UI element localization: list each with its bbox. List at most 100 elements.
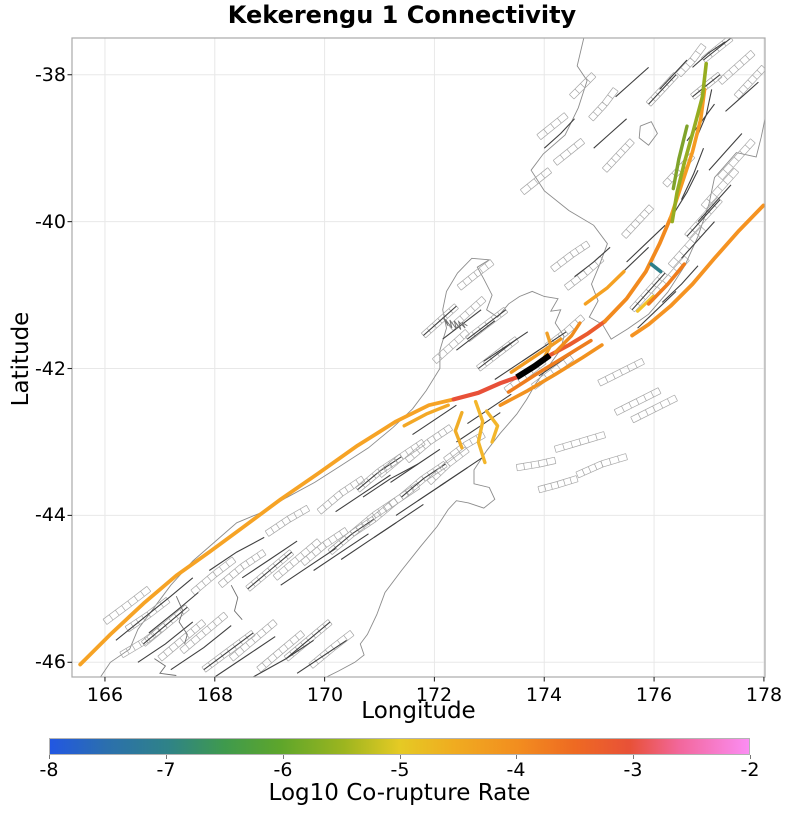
y-tick-label: -40 [34,211,66,233]
rupture-amber-branch-c [484,409,500,444]
rupture-mid-orange [646,262,687,306]
fault-trace-ladder [102,586,152,625]
fault-trace-line [615,66,649,98]
x-tick-label: 166 [86,684,124,706]
fault-trace-ladder [700,167,740,210]
fault-trace-line [357,456,402,491]
colorbar-tick-mark [283,755,284,759]
fault-trace-line [725,81,759,112]
fault-trace-ladder [377,439,426,478]
fault-trace-line [143,606,188,645]
fault-trace-line [208,536,265,571]
fault-trace-ladder [613,387,662,416]
fault-trace-line [296,639,347,674]
fault-trace-ladder [119,622,168,659]
fault-trace-line [637,291,677,329]
fault-trace-line [412,404,457,436]
fault-trace-line [373,503,424,538]
fault-trace-ladder [520,167,552,195]
fault-trace-line [661,265,699,303]
fault-trace-line [335,474,391,513]
rupture-campbell-spur [553,321,582,355]
colorbar-tick-label: -6 [273,759,293,781]
fault-trace-ladder [448,296,487,331]
fault-trace-line [681,221,715,259]
fault-trace-ladder [228,619,278,662]
fault-trace-line [574,246,611,278]
fault-trace-line [252,639,314,677]
y-tick-label: -46 [34,651,66,673]
fault-trace-line [423,305,457,336]
fault-trace-ladder [575,453,628,479]
x-tick-label: 168 [196,684,234,706]
colorbar-tick-label: -7 [156,759,176,781]
fault-trace-scribble [442,316,468,330]
fault-trace-line [148,592,199,634]
colorbar-tick-mark [166,755,167,759]
colorbar-tick-label: -5 [390,759,410,781]
fault-trace-ladder [676,43,707,78]
fault-trace-ladder [717,138,756,180]
rupture-alpine-fault [78,397,456,667]
figure-title: Kekerengu 1 Connectivity [227,1,577,29]
fault-trace-line [456,320,496,351]
fault-trace-line [115,577,194,641]
fault-trace-ladder [432,329,470,364]
fault-trace-ladder [264,504,311,537]
fault-trace-line [672,169,699,215]
rupture-amber-branch-b [453,410,464,450]
fault-trace-ladder [621,204,654,239]
coastline [638,121,658,146]
rupture-amber-branch-a [473,399,487,465]
fault-trace-line [659,59,688,90]
gridlines [72,38,765,677]
rupture-ne-trunk-orange [602,216,673,324]
colorbar-tick-mark [750,755,751,759]
rupture-ni-green-main [670,61,708,224]
fault-trace-line [521,331,567,362]
map-layers [78,38,765,677]
fault-trace-line [170,625,232,671]
colorbar-label: Log10 Co-rupture Rate [268,780,531,806]
y-tick-label: -38 [34,64,66,86]
fault-trace-ladder [553,431,606,453]
fault-trace-line [285,621,331,660]
fault-trace-scribble [230,584,243,620]
fault-trace-ladder [536,112,569,140]
fault-trace-ladder [443,431,486,464]
fault-trace-ladder [349,497,399,537]
fault-trace-line [362,463,419,498]
colorbar-tick-label: -3 [623,759,643,781]
fault-trace-line [483,331,529,362]
fault-trace-ladder [569,72,597,100]
fault-trace-line [593,118,627,149]
fault-trace-line [313,533,369,571]
fault-trace-line [708,133,743,171]
fault-trace-ladder [630,394,678,424]
fault-trace-line [439,456,485,487]
y-axis-label: Latitude [8,311,34,407]
x-tick-label: 176 [635,684,673,706]
fault-trace-ladder [456,259,495,291]
fault-trace-line [467,393,512,425]
rupture-hope-west-amber [402,403,450,428]
fault-trace-line [280,548,336,586]
fault-trace-line [686,199,721,237]
fault-trace-ladder [316,475,366,515]
rupture-wairarapa-branch [583,269,626,306]
fault-trace-line [241,540,298,579]
rupture-small-amber [636,294,655,313]
fault-trace-ladder [426,446,470,485]
fault-trace-line [692,74,721,98]
x-tick-label: 172 [415,684,453,706]
x-tick-label: 174 [525,684,563,706]
colorbar-tick-mark [49,755,50,759]
fault-trace-ladder [300,527,349,566]
fault-trace-line [631,272,666,311]
rupture-ni-green-short [671,124,689,191]
fault-trace-ladder [564,255,605,291]
source-fault-kekerengu [515,352,552,380]
fault-trace-scribble [154,658,177,676]
fault-trace-line [214,636,276,677]
